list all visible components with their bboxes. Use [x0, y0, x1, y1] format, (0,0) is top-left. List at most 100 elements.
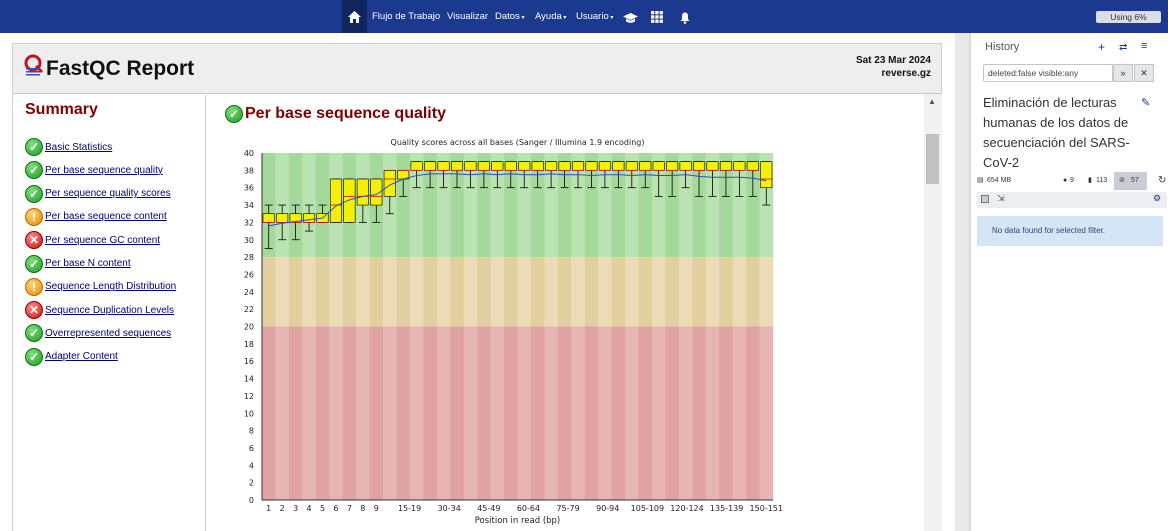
quality-zone-stripe [544, 257, 559, 327]
map-marker-icon: ● [1063, 177, 1068, 184]
history-size[interactable]: 654 MB [987, 177, 1012, 184]
quality-zone-stripe [463, 153, 478, 258]
quality-zone-stripe [705, 153, 720, 258]
summary-item[interactable]: ✓ Overrepresented sequences [25, 323, 171, 343]
caret-down-icon: ▾ [519, 15, 525, 21]
report-filename: reverse.gz [881, 68, 931, 79]
quality-box [625, 161, 638, 171]
summary-item[interactable]: ✕ Sequence Duplication Levels [25, 300, 174, 320]
summary-item[interactable]: ! Per base sequence content [25, 207, 167, 227]
panel-collapse-handle[interactable] [955, 33, 969, 531]
quality-zone-stripe [423, 153, 438, 258]
quality-zone-stripe [275, 257, 290, 327]
y-tick-label: 4 [249, 461, 254, 470]
clear-filter-button[interactable]: ✕ [1134, 64, 1154, 82]
grid-icon[interactable] [651, 10, 663, 28]
bell-icon[interactable] [680, 11, 690, 29]
database-icon: ▤ [977, 177, 984, 184]
summary-item[interactable]: ! Sequence Length Distribution [25, 277, 176, 297]
summary-item-link[interactable]: Basic Statistics [45, 141, 113, 153]
nav-help[interactable]: Ayuda ▾ [535, 0, 566, 33]
refresh-icon[interactable]: ↻ [1158, 175, 1167, 186]
close-icon: ✕ [1140, 68, 1148, 78]
pencil-icon[interactable]: ✎ [1141, 97, 1151, 109]
x-tick-label: 90-94 [596, 504, 619, 513]
nav-user[interactable]: Usuario ▾ [576, 0, 613, 33]
home-icon [348, 10, 361, 23]
x-tick-label: 8 [360, 504, 365, 513]
quality-zone-stripe [705, 326, 720, 500]
x-tick-label: 150-151 [750, 504, 783, 513]
quality-zone-stripe [625, 153, 639, 258]
nav-workflow[interactable]: Flujo de Trabajo [372, 11, 441, 22]
quality-box [356, 178, 369, 206]
quality-zone-stripe [504, 153, 518, 258]
y-tick-label: 38 [244, 166, 254, 175]
caret-down-icon: ▾ [561, 15, 567, 21]
x-tick-label: 75-79 [556, 504, 579, 513]
quality-zone-stripe [262, 257, 276, 327]
x-tick-label: 6 [333, 504, 338, 513]
pass-status-icon: ✓ [25, 184, 43, 203]
summary-item-link[interactable]: Overrepresented sequences [45, 327, 172, 339]
scroll-up-arrow-icon[interactable]: ▲ [928, 97, 936, 106]
summary-item[interactable]: ✓ Per sequence quality scores [25, 184, 171, 204]
quality-zone-stripe [383, 326, 397, 500]
hidden-count[interactable]: 57 [1131, 177, 1139, 184]
select-items-icon[interactable] [981, 195, 989, 203]
summary-item[interactable]: ✓ Adapter Content [25, 347, 118, 367]
quality-box [598, 161, 611, 171]
summary-item[interactable]: ✓ Per base sequence quality [25, 160, 163, 180]
summary-item-link[interactable]: Per sequence quality scores [45, 188, 171, 200]
plus-icon[interactable]: + [1098, 40, 1106, 54]
quality-zone-stripe [356, 326, 370, 500]
deleted-count[interactable]: 113 [1096, 177, 1108, 184]
switch-history-icon[interactable]: ⇄ [1119, 42, 1128, 53]
quality-zone-stripe [504, 257, 518, 327]
history-filter-input[interactable]: deleted:false visible:any [983, 64, 1113, 82]
quality-zone-stripe [732, 326, 747, 500]
summary-item[interactable]: ✕ Per sequence GC content [25, 230, 160, 250]
y-tick-label: 10 [244, 409, 254, 418]
advanced-filter-button[interactable]: » [1113, 64, 1133, 82]
summary-item-link[interactable]: Per base sequence content [45, 211, 167, 223]
x-tick-label: 3 [293, 504, 298, 513]
summary-item-link[interactable]: Per base N content [45, 258, 131, 269]
nav-data[interactable]: Datos ▾ [495, 0, 525, 33]
quality-zone-stripe [719, 153, 733, 258]
summary-item[interactable]: ✓ Basic Statistics [25, 137, 112, 157]
summary-item-link[interactable]: Sequence Length Distribution [45, 281, 177, 293]
quality-box [760, 161, 773, 188]
graduation-cap-icon[interactable] [623, 11, 638, 29]
collapse-items-icon[interactable]: ⇲ [997, 193, 1005, 203]
quality-box [329, 178, 342, 223]
x-tick-label: 15-19 [398, 504, 421, 513]
warn-status-icon: ! [25, 207, 43, 226]
summary-item[interactable]: ✓ Per base N content [25, 254, 131, 274]
y-tick-label: 40 [244, 149, 254, 158]
quality-zone-stripe [423, 326, 438, 500]
quality-zone-stripe [369, 326, 384, 500]
quality-box [370, 178, 383, 206]
summary-item-link[interactable]: Per sequence GC content [45, 234, 161, 246]
quality-box [531, 161, 544, 171]
pass-status-icon: ✓ [25, 161, 43, 180]
quality-box [518, 161, 531, 171]
gear-icon[interactable]: ⚙ [1153, 193, 1162, 203]
nav-visualize[interactable]: Visualizar [447, 11, 489, 22]
show-hidden-button[interactable] [1114, 172, 1147, 190]
scrollbar-thumb[interactable] [926, 134, 939, 184]
quality-box [424, 161, 437, 171]
summary-item-link[interactable]: Adapter Content [45, 351, 118, 363]
shown-count[interactable]: 9 [1070, 177, 1074, 184]
usage-meter[interactable]: Using 6% [1096, 11, 1161, 23]
summary-item-link[interactable]: Sequence Duplication Levels [45, 304, 174, 316]
quality-zone-stripe [396, 326, 411, 500]
quality-zone-stripe [396, 257, 411, 327]
report-scrollbar[interactable] [924, 94, 942, 531]
summary-item-link[interactable]: Per base sequence quality [45, 164, 163, 176]
home-button[interactable] [342, 0, 367, 33]
quality-zone-stripe [746, 257, 760, 327]
menu-icon[interactable]: ≡ [1141, 40, 1148, 52]
quality-zone-stripe [746, 326, 760, 500]
